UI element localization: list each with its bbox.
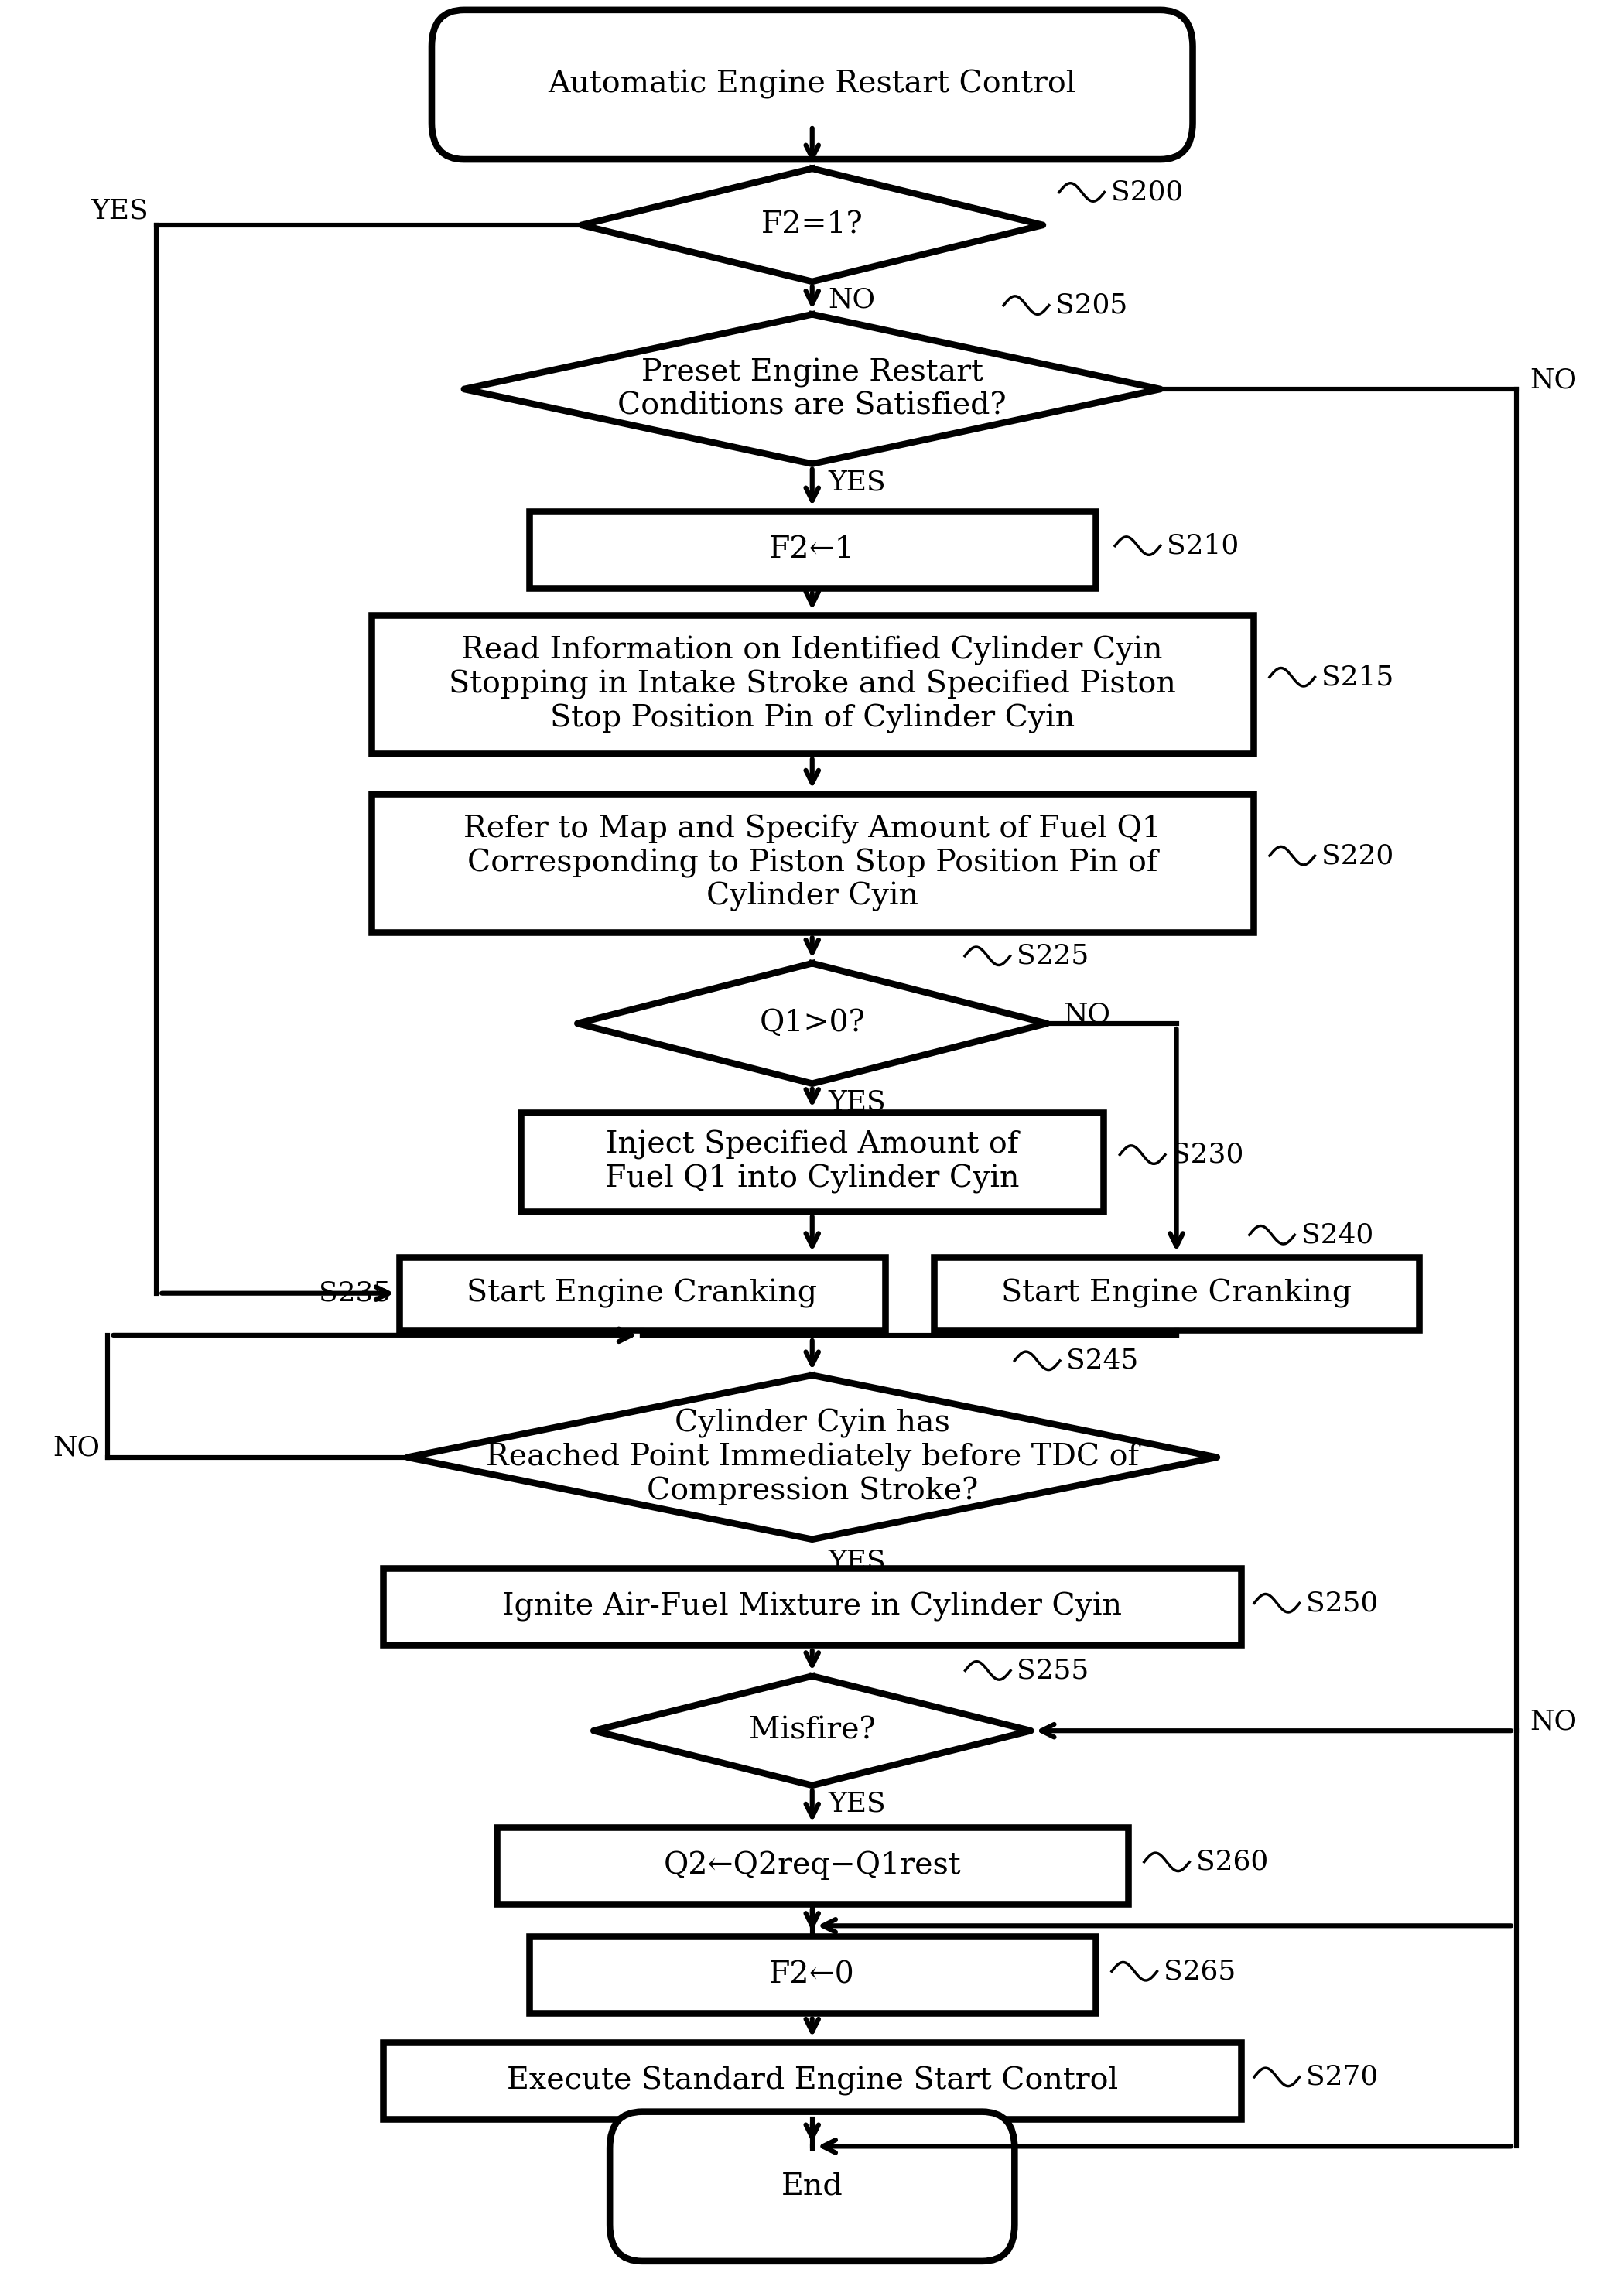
- Text: S200: S200: [1111, 179, 1182, 206]
- Text: Automatic Engine Restart Control: Automatic Engine Restart Control: [547, 71, 1077, 99]
- Bar: [529, 1938, 1095, 2013]
- Text: S270: S270: [1306, 2064, 1377, 2091]
- Text: Execute Standard Engine Start Control: Execute Standard Engine Start Control: [507, 2066, 1117, 2096]
- Bar: [521, 1112, 1103, 1211]
- Text: NO: NO: [828, 287, 875, 312]
- FancyBboxPatch shape: [432, 9, 1192, 161]
- Text: Start Engine Cranking: Start Engine Cranking: [1000, 1279, 1351, 1307]
- Text: Misfire?: Misfire?: [749, 1717, 875, 1745]
- Text: YES: YES: [828, 1548, 887, 1575]
- Text: S250: S250: [1306, 1589, 1377, 1617]
- Polygon shape: [581, 167, 1043, 282]
- Text: YES: YES: [828, 1089, 887, 1114]
- Text: S210: S210: [1166, 532, 1239, 559]
- Text: S225: S225: [1017, 942, 1088, 970]
- Text: Start Engine Cranking: Start Engine Cranking: [466, 1279, 817, 1307]
- Text: S255: S255: [1017, 1658, 1090, 1683]
- Bar: [370, 793, 1254, 933]
- Text: S240: S240: [1301, 1222, 1372, 1247]
- Bar: [529, 511, 1095, 587]
- Bar: [370, 615, 1254, 754]
- Text: Ignite Air-Fuel Mixture in Cylinder Cyin: Ignite Air-Fuel Mixture in Cylinder Cyin: [502, 1591, 1122, 1621]
- Text: YES: YES: [828, 468, 887, 495]
- Polygon shape: [577, 963, 1047, 1085]
- Polygon shape: [464, 314, 1160, 463]
- Text: NO: NO: [1062, 1002, 1111, 1027]
- Text: F2←0: F2←0: [770, 1961, 854, 1990]
- Bar: [383, 2043, 1241, 2119]
- Text: S265: S265: [1163, 1958, 1236, 1983]
- Text: YES: YES: [91, 197, 148, 225]
- Text: Refer to Map and Specify Amount of Fuel Q1
Corresponding to Piston Stop Position: Refer to Map and Specify Amount of Fuel …: [463, 814, 1161, 913]
- Text: S235: S235: [318, 1279, 391, 1307]
- Text: Cylinder Cyin has
Reached Point Immediately before TDC of
Compression Stroke?: Cylinder Cyin has Reached Point Immediat…: [486, 1408, 1138, 1507]
- Bar: [400, 1257, 885, 1330]
- Text: S215: S215: [1320, 665, 1393, 690]
- Bar: [383, 1568, 1241, 1644]
- Text: S260: S260: [1195, 1848, 1268, 1876]
- Text: Read Information on Identified Cylinder Cyin
Stopping in Intake Stroke and Speci: Read Information on Identified Cylinder …: [448, 635, 1176, 734]
- Text: NO: NO: [52, 1435, 99, 1461]
- Text: Q2←Q2req−Q1rest: Q2←Q2req−Q1rest: [663, 1850, 961, 1880]
- Bar: [497, 1828, 1127, 1903]
- Text: F2=1?: F2=1?: [762, 211, 862, 238]
- FancyBboxPatch shape: [609, 2112, 1015, 2261]
- Text: Inject Specified Amount of
Fuel Q1 into Cylinder Cyin: Inject Specified Amount of Fuel Q1 into …: [604, 1130, 1020, 1195]
- Text: YES: YES: [828, 1791, 887, 1816]
- Text: Preset Engine Restart
Conditions are Satisfied?: Preset Engine Restart Conditions are Sat…: [617, 358, 1007, 420]
- Text: S230: S230: [1171, 1142, 1244, 1167]
- Text: S245: S245: [1065, 1348, 1138, 1374]
- Text: NO: NO: [1530, 367, 1577, 392]
- Polygon shape: [593, 1676, 1031, 1786]
- Text: F2←1: F2←1: [770, 534, 854, 564]
- Bar: [934, 1257, 1419, 1330]
- Text: NO: NO: [1530, 1708, 1577, 1736]
- Polygon shape: [408, 1376, 1216, 1539]
- Text: End: End: [781, 2171, 843, 2201]
- Text: S205: S205: [1056, 291, 1127, 319]
- Text: S220: S220: [1320, 842, 1393, 869]
- Text: Q1>0?: Q1>0?: [758, 1009, 866, 1039]
